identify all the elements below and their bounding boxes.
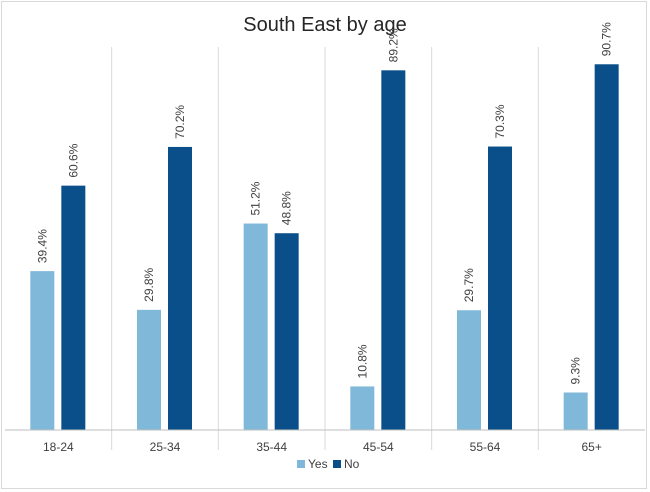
legend-swatch-no bbox=[333, 460, 341, 468]
data-label-yes-35-44: 51.2% bbox=[249, 181, 263, 215]
data-label-yes-25-34: 29.8% bbox=[142, 267, 156, 301]
bar-yes-55-64 bbox=[457, 310, 481, 430]
data-label-no-55-64: 70.3% bbox=[493, 104, 507, 138]
data-label-no-45-54: 89.2% bbox=[386, 28, 400, 62]
bar-no-35-44 bbox=[274, 233, 299, 430]
bar-no-25-34 bbox=[168, 146, 192, 430]
data-label-yes-55-64: 29.7% bbox=[462, 268, 476, 302]
bar-yes-25-34 bbox=[137, 309, 161, 430]
x-tick-label: 65+ bbox=[581, 440, 601, 454]
bar-yes-65+ bbox=[563, 392, 588, 430]
bar-no-45-54 bbox=[381, 70, 406, 431]
bar-yes-18-24 bbox=[30, 271, 55, 430]
legend-label-no: No bbox=[344, 457, 360, 471]
data-label-no-25-34: 70.2% bbox=[173, 105, 187, 139]
data-label-yes-65+: 9.3% bbox=[569, 357, 583, 385]
bar-yes-45-54 bbox=[350, 386, 375, 430]
bars-group bbox=[30, 64, 619, 431]
bar-no-65+ bbox=[594, 64, 619, 430]
category-separators bbox=[111, 47, 539, 450]
data-label-yes-18-24: 39.4% bbox=[35, 229, 49, 263]
x-tick-label: 55-64 bbox=[470, 440, 501, 454]
legend-label-yes: Yes bbox=[308, 457, 328, 471]
data-label-no-35-44: 48.8% bbox=[280, 191, 294, 225]
data-label-no-65+: 90.7% bbox=[600, 22, 614, 56]
bar-no-18-24 bbox=[61, 185, 86, 430]
data-label-no-18-24: 60.6% bbox=[66, 143, 80, 177]
legend: Yes No bbox=[297, 457, 360, 471]
chart-title: South East by age bbox=[243, 14, 407, 36]
bar-no-55-64 bbox=[488, 146, 512, 430]
x-tick-labels-group: 18-24 25-34 35-44 45-54 55-64 65+ bbox=[43, 440, 602, 454]
bar-yes-35-44 bbox=[243, 223, 268, 430]
legend-swatch-yes bbox=[297, 460, 305, 468]
data-labels-group: 39.4% 60.6% 29.8% 70.2% 51.2% 48.8% 10.8% 89.2%… bbox=[35, 22, 613, 385]
data-label-yes-45-54: 10.8% bbox=[355, 344, 369, 378]
x-tick-label: 18-24 bbox=[43, 440, 74, 454]
x-tick-label: 35-44 bbox=[256, 440, 287, 454]
x-tick-label: 45-54 bbox=[363, 440, 394, 454]
x-tick-label: 25-34 bbox=[150, 440, 181, 454]
